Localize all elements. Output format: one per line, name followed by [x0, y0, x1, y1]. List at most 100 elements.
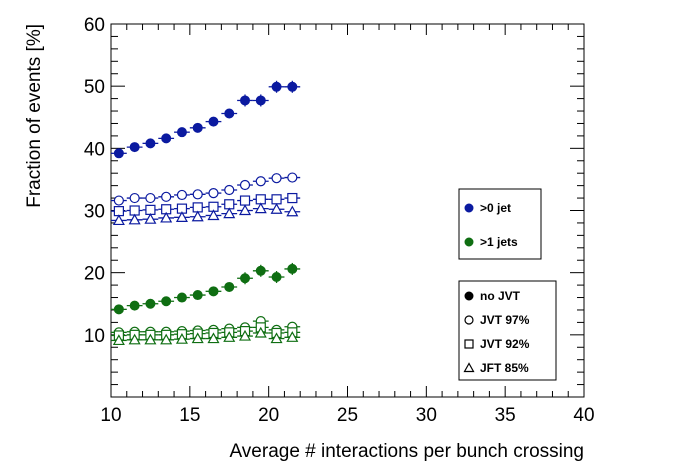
data-point — [192, 189, 203, 200]
data-point — [144, 333, 157, 345]
data-point — [128, 213, 141, 225]
data-point — [224, 184, 235, 196]
data-point — [208, 187, 219, 199]
data-point — [240, 95, 251, 106]
data-series — [111, 80, 301, 346]
series--1-jets-jvt-92- — [111, 322, 301, 341]
data-point — [176, 189, 188, 201]
data-point — [239, 195, 251, 206]
data-point — [129, 142, 140, 153]
data-point — [464, 315, 474, 325]
data-point — [463, 362, 475, 373]
data-point — [192, 290, 203, 301]
data-point — [255, 95, 266, 106]
data-point — [207, 209, 220, 221]
legend-jvt-selection: no JVT JVT 97% JVT 92% JFT 85% — [458, 280, 557, 381]
data-point — [207, 332, 220, 344]
x-tick-label: 15 — [179, 405, 200, 426]
data-point — [176, 292, 187, 303]
legend-entry-label: JVT 97% — [480, 313, 530, 327]
data-point — [254, 202, 267, 214]
legends: >0 jet >1 jets no JVT JVT 97% JVT 92% JFT 85% — [458, 188, 557, 381]
data-point — [287, 81, 298, 92]
legend-entry-label: >0 jet — [480, 201, 511, 215]
data-point — [224, 281, 235, 292]
data-point — [224, 108, 235, 119]
y-tick-label: 10 — [84, 326, 105, 347]
data-point — [208, 286, 219, 297]
y-tick-label: 60 — [84, 15, 105, 36]
data-point — [286, 205, 299, 217]
series--0-jet-jvt-92- — [111, 192, 301, 217]
data-point — [223, 207, 236, 219]
data-point — [145, 192, 156, 204]
data-point — [129, 300, 140, 311]
y-tick-label: 30 — [84, 202, 105, 223]
data-point — [286, 331, 299, 342]
data-point — [271, 194, 282, 205]
data-point — [113, 195, 124, 206]
data-point — [192, 122, 203, 133]
legend-box — [458, 280, 557, 381]
data-point — [287, 263, 298, 274]
data-point — [113, 304, 124, 315]
data-point — [145, 138, 156, 149]
data-point — [271, 81, 282, 92]
data-point — [161, 133, 172, 144]
data-point — [175, 211, 188, 222]
x-tick-label: 25 — [337, 405, 358, 426]
data-point — [160, 333, 173, 345]
legend-box — [458, 188, 542, 260]
data-point — [191, 332, 204, 344]
data-point — [464, 237, 474, 247]
y-tick-label: 40 — [84, 139, 105, 160]
series--0-jet-no-jvt — [111, 80, 301, 159]
data-point — [161, 191, 172, 202]
axis-ticks — [110, 23, 585, 398]
y-tick-label: 20 — [84, 264, 105, 285]
data-point — [129, 192, 140, 204]
data-point — [238, 204, 252, 216]
x-tick-label: 20 — [258, 405, 279, 426]
legend-jet-multiplicity: >0 jet >1 jets — [458, 188, 542, 260]
data-point — [112, 214, 125, 226]
series--0-jet-jft-85- — [111, 202, 301, 226]
data-point — [144, 212, 157, 224]
data-point — [161, 296, 172, 307]
data-point — [255, 176, 266, 187]
x-tick-label: 35 — [495, 405, 516, 426]
series--1-jets-no-jvt — [111, 262, 301, 315]
x-axis-title: Average # interactions per bunch crossin… — [229, 441, 584, 462]
data-point — [464, 291, 474, 301]
data-point — [464, 339, 474, 349]
legend-entry-label: >1 jets — [480, 235, 518, 249]
data-point — [287, 172, 298, 183]
data-point — [160, 211, 173, 223]
series--1-jets-jft-85- — [111, 326, 301, 346]
data-point — [176, 127, 187, 138]
data-point — [271, 272, 282, 283]
data-point — [223, 331, 236, 342]
legend-entry-label: JFT 85% — [480, 361, 529, 375]
y-tick-label: 50 — [84, 77, 105, 98]
data-point — [255, 265, 266, 276]
x-tick-label: 30 — [416, 405, 437, 426]
series--0-jet-jvt-97- — [111, 172, 301, 206]
data-point — [238, 329, 252, 341]
data-point — [208, 116, 219, 127]
data-point — [112, 334, 125, 346]
data-point — [271, 173, 282, 184]
data-point — [270, 332, 283, 344]
data-point — [464, 203, 474, 213]
data-point — [239, 179, 251, 191]
data-point — [191, 210, 204, 222]
data-point — [128, 333, 141, 345]
data-point — [175, 332, 188, 344]
data-point — [287, 192, 298, 204]
y-axis-title: Fraction of events [%] — [24, 24, 45, 208]
tick-labels: 10 15 20 25 30 35 40 10 20 30 40 50 60 — [84, 15, 595, 426]
legend-entry-label: no JVT — [480, 289, 521, 303]
data-point — [240, 273, 251, 284]
x-tick-label: 40 — [573, 405, 594, 426]
